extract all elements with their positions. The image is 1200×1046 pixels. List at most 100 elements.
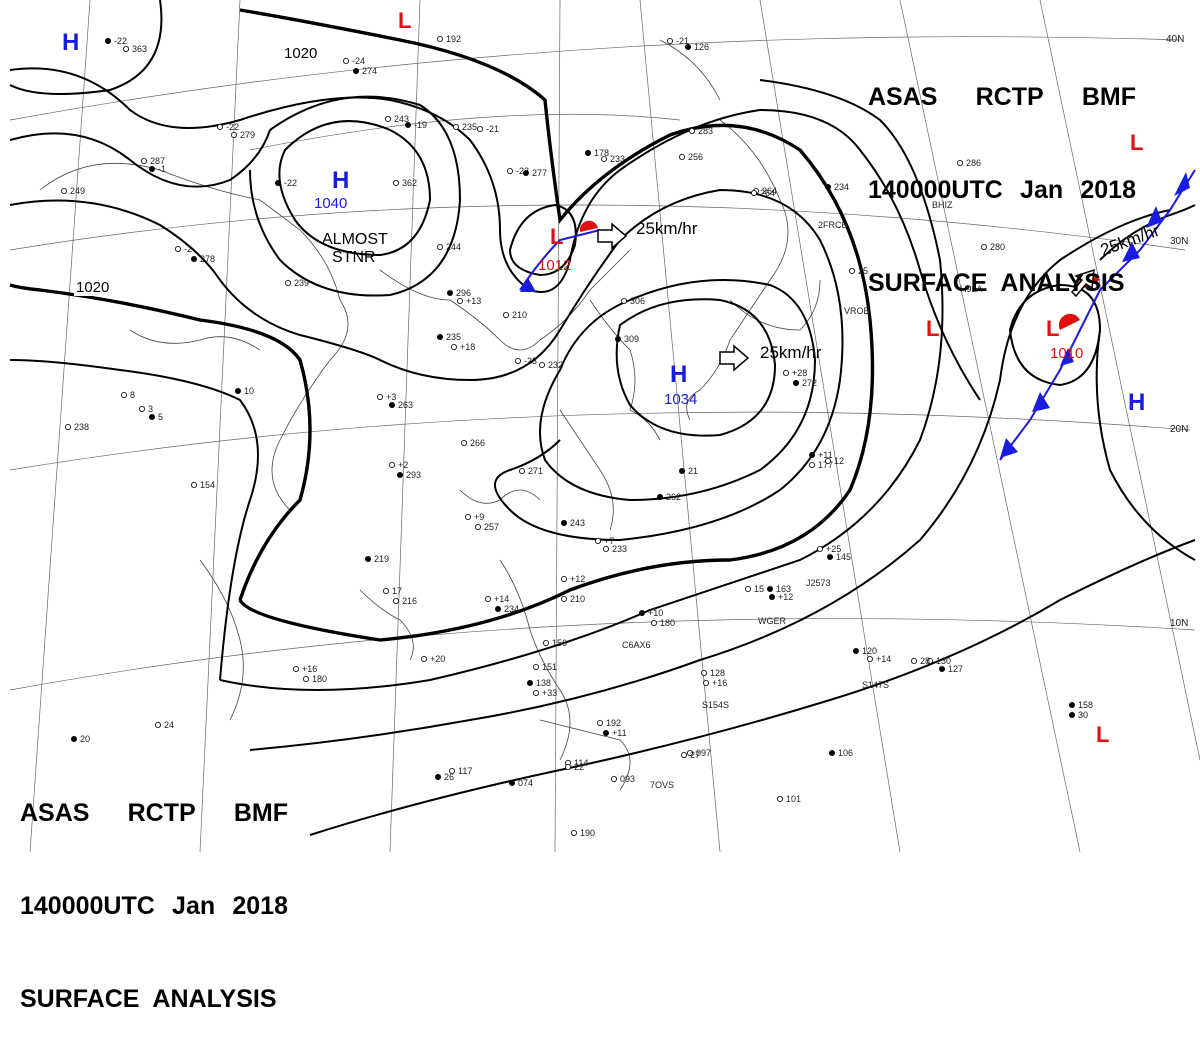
station-marker [825,457,832,464]
station-obs-value: 5 [158,412,163,422]
title-line-3: SURFACE ANALYSIS [868,269,1125,297]
station-marker [769,594,776,601]
station-marker [565,764,572,771]
station-marker [611,776,618,783]
station-obs-value: 243 [570,518,585,528]
svg-text:WGER: WGER [758,616,786,626]
title-line-2: 140000UTC Jan 2018 [20,892,288,920]
station-marker [867,656,874,663]
station-obs-value: +10 [648,608,663,618]
svg-text:H9LA: H9LA [960,284,983,294]
station-marker [689,127,696,134]
high-value: 1040 [314,195,347,212]
station-marker [703,680,710,687]
station-marker [123,46,130,53]
title-line-1: ASAS RCTP BMF [20,799,288,827]
station-marker [539,361,546,368]
station-marker [105,38,112,45]
station-marker [61,187,68,194]
station-marker [174,245,181,252]
high-pressure-systems: H H 1040 H 1034 H [62,29,1145,416]
station-marker [603,546,610,553]
station-marker [138,405,145,412]
svg-text:25km/hr: 25km/hr [760,343,822,362]
station-marker [484,596,491,603]
station-marker [71,736,78,743]
station-obs-value: +20 [430,654,445,664]
station-obs-value: 22 [574,762,584,772]
station-obs-value: 192 [606,718,621,728]
station-obs-value: 283 [698,126,713,136]
station-marker [464,514,471,521]
title-block-top-right: ASAS RCTP BMF 140000UTC Jan 2018 SURFACE ANA… [868,20,1136,330]
station-obs-value: 074 [518,778,533,788]
station-obs-value: +12 [570,574,585,584]
low-symbol: L [1096,722,1109,747]
svg-text:S147S: S147S [862,680,889,690]
station-marker [667,38,674,45]
station-obs-value: 130 [936,656,951,666]
station-marker [685,44,692,51]
station-codes: BHIZ H9LA VROB 2FRCB J2573 WGER C6AX6 S1… [622,200,983,790]
motion-arrow-2 [719,344,750,372]
svg-text:7OVS: 7OVS [650,780,674,790]
station-obs-value: 277 [532,168,547,178]
station-marker [1069,702,1076,709]
station-obs-value: 233 [610,154,625,164]
station-marker [911,658,918,665]
station-obs-value: 27 [690,750,700,760]
station-obs-value: +11 [818,450,833,460]
station-marker [392,598,399,605]
svg-text:20N: 20N [1170,424,1188,435]
station-obs-value: 264 [760,188,775,198]
station-obs-value: 296 [456,288,471,298]
station-obs-value: 219 [374,554,389,564]
station-obs-value: +2 [398,460,408,470]
station-obs-value: 210 [512,310,527,320]
station-obs-value: 293 [406,470,421,480]
station-obs-value: 274 [362,66,377,76]
station-marker [392,179,399,186]
station-marker [829,750,836,757]
station-obs-value: +11 [612,728,627,738]
station-marker [561,520,568,527]
station-marker [751,189,758,196]
svg-text:1020: 1020 [284,45,317,62]
title-line-3: SURFACE ANALYSIS [20,985,277,1013]
station-obs-value: 233 [612,544,627,554]
station-marker [216,124,223,131]
station-obs-value: -23 [516,166,529,176]
high-symbol: H [1128,389,1145,416]
station-marker [601,155,608,162]
station-obs-value: 12 [834,456,844,466]
high-value: 1034 [664,391,697,408]
station-obs-value: +18 [460,342,475,352]
station-obs-value: -1 [158,164,166,174]
motion-arrow-1 [597,222,628,250]
station-marker [384,116,391,123]
station-marker [274,179,281,186]
station-obs-value: -23 [524,356,537,366]
station-marker [396,471,403,478]
station-obs-value: 093 [620,774,635,784]
station-marker [519,467,526,474]
station-obs-value: 28 [920,656,930,666]
high-symbol: H [62,29,79,56]
station-marker [436,36,443,43]
station-obs-value: +33 [542,688,557,698]
station-obs-value: +14 [876,654,891,664]
station-marker [679,467,686,474]
station-marker [148,413,155,420]
station-obs-value: 256 [688,152,703,162]
station-obs-value: 286 [966,158,981,168]
low-symbol: L [398,8,411,33]
station-marker [533,664,540,671]
svg-text:25km/hr: 25km/hr [636,219,698,238]
low-pressure-systems: L L 1012 L L L 1010 L [398,8,1143,747]
svg-text:1020: 1020 [76,279,109,296]
station-marker [234,387,241,394]
station-obs-value: 278 [200,254,215,264]
low-symbol: L [550,224,563,249]
station-marker [382,588,389,595]
station-marker [292,666,299,673]
